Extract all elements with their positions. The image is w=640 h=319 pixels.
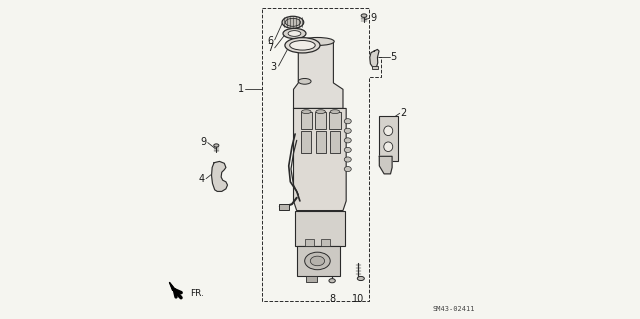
Text: SM43-02411: SM43-02411 [432,307,475,312]
Ellipse shape [384,126,393,136]
Bar [295,211,344,246]
Ellipse shape [357,276,364,281]
Text: 9: 9 [371,13,377,23]
Bar [301,112,312,129]
Polygon shape [170,282,176,290]
Bar [307,276,317,282]
Ellipse shape [310,256,324,266]
Ellipse shape [316,110,325,114]
Ellipse shape [214,144,219,147]
Text: 5: 5 [390,52,397,63]
Ellipse shape [344,157,351,162]
Text: 9: 9 [200,137,206,147]
Ellipse shape [285,38,320,53]
Text: 1: 1 [238,84,244,94]
Ellipse shape [298,78,311,84]
Ellipse shape [344,128,351,133]
Bar [279,204,289,210]
Ellipse shape [301,38,334,46]
Bar [297,246,340,276]
Ellipse shape [344,167,351,172]
Ellipse shape [285,18,301,26]
Ellipse shape [288,31,301,36]
Text: 7: 7 [267,43,273,54]
Ellipse shape [344,119,351,124]
Bar [301,131,312,153]
Text: 6: 6 [267,35,273,46]
Ellipse shape [384,142,393,152]
Polygon shape [294,41,343,108]
Polygon shape [294,108,346,211]
Text: 2: 2 [401,108,406,118]
Bar [316,131,326,153]
Bar [330,131,340,153]
Bar [372,66,378,69]
Ellipse shape [344,147,351,152]
Ellipse shape [305,252,330,270]
Bar [305,239,314,246]
Polygon shape [212,161,227,191]
Polygon shape [175,290,180,297]
Bar [321,239,330,246]
Ellipse shape [301,110,311,114]
Polygon shape [370,49,379,68]
Polygon shape [380,156,392,174]
Bar [380,116,398,161]
Ellipse shape [330,110,340,114]
Text: 4: 4 [198,174,204,184]
Text: 8: 8 [329,294,335,304]
Ellipse shape [329,279,335,283]
Ellipse shape [344,138,351,143]
Ellipse shape [283,28,306,39]
Text: 3: 3 [271,62,277,72]
Ellipse shape [282,16,304,28]
Ellipse shape [361,14,367,18]
Ellipse shape [290,41,316,50]
Text: 10: 10 [351,294,364,304]
Bar [329,112,340,129]
Text: FR.: FR. [190,289,204,298]
Bar [315,112,326,129]
